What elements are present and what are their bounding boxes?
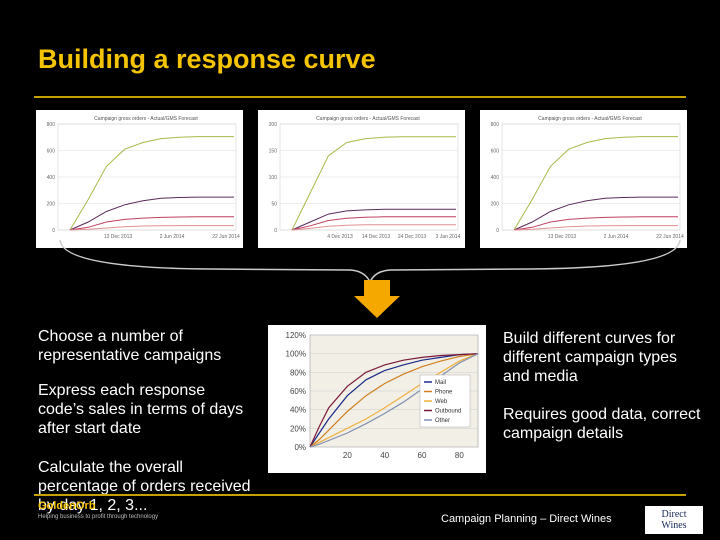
y-tick-label: 150 [269,149,278,155]
y-tick-label: 0 [496,228,499,234]
x-tick-label: 22 Jun 2014 [656,234,684,240]
campaign-chart-2: Campaign gross orders - Actual/GMS Forec… [258,110,465,248]
series-line [291,224,456,231]
y-tick-label: 800 [491,122,500,128]
y-tick-label: 200 [47,202,56,208]
y-tick-label: 60% [290,387,306,396]
campaign-chart-3: Campaign gross orders - Actual/GMS Forec… [480,110,687,248]
y-tick-label: 200 [491,202,500,208]
y-tick-label: 100% [286,350,306,359]
x-tick-label: 80 [455,451,464,460]
legend-label: Web [435,399,448,405]
bullet-choose-campaigns: Choose a number of representative campai… [38,328,222,364]
series-line [291,136,456,231]
x-tick-label: 20 [343,451,352,460]
y-tick-label: 400 [47,175,56,181]
x-tick-label: 4 Dec 2013 [327,234,353,240]
y-tick-label: 120% [286,331,306,340]
y-tick-label: 80% [290,368,306,377]
footer-text: Campaign Planning – Direct Wines [441,513,612,525]
bullet-build-curves: Build different curves for different cam… [503,330,678,385]
direct-wines-logo: Direct Wines [645,506,703,534]
series-line [309,353,479,448]
goldenorb-logo: GoldenOrb Helping business to profit thr… [38,500,158,520]
y-tick-label: 0 [274,228,277,234]
legend-label: Mail [435,380,446,386]
x-tick-label: 60 [418,451,427,460]
direct-wines-logo-line2: Wines [661,520,687,531]
x-tick-label: 13 Dec 2013 [548,234,577,240]
mini-chart-title: Campaign gross orders - Actual/GMS Forec… [316,116,420,122]
x-tick-label: 13 Dec 2013 [104,234,133,240]
y-tick-label: 600 [491,149,500,155]
series-line [69,136,234,231]
down-arrow-icon [354,280,400,318]
footer-divider [34,494,686,496]
x-tick-label: 24 Dec 2013 [398,234,427,240]
y-tick-label: 20% [290,424,306,433]
x-tick-label: 14 Dec 2013 [362,234,391,240]
y-tick-label: 50 [271,202,277,208]
y-tick-label: 40% [290,406,306,415]
plot-frame [501,123,681,231]
series-line [513,225,678,231]
campaign-chart-1: Campaign gross orders - Actual/GMS Forec… [36,110,243,248]
bullet-requires-data: Requires good data, correct campaign det… [503,406,701,442]
series-line [309,353,479,448]
series-line [69,196,234,231]
series-line [291,216,456,231]
x-tick-label: 2 Jun 2014 [160,234,185,240]
bullet-express-sales: Express each response code’s sales in te… [38,382,244,437]
grouping-bracket [59,240,681,282]
title-divider [34,96,686,98]
series-line [69,216,234,231]
legend-label: Phone [435,390,453,396]
goldenorb-logo-tagline: Helping business to profit through techn… [38,514,159,520]
series-line [309,353,479,448]
bullet-calculate-percentage: Calculate the overall percentage of orde… [38,459,251,514]
series-line [513,136,678,231]
y-tick-label: 200 [269,122,278,128]
x-tick-label: 3 Jan 2014 [436,234,461,240]
series-line [309,353,479,448]
y-tick-label: 100 [269,175,278,181]
series-line [513,216,678,231]
x-tick-label: 22 Jun 2014 [212,234,240,240]
response-curve-chart: 120% 100% 80% 60% 40% 20% 0% 20 40 60 80 Mail Phone W… [268,325,486,473]
y-tick-label: 800 [47,122,56,128]
mini-chart-title: Campaign gross orders - Actual/GMS Forec… [538,116,642,122]
series-line [291,208,456,231]
series-line [69,225,234,231]
goldenorb-logo-name: GoldenOrb [38,500,96,512]
y-tick-label: 400 [491,175,500,181]
y-tick-label: 600 [47,149,56,155]
plot-frame [57,123,237,231]
direct-wines-logo-line1: Direct [661,509,687,520]
legend-label: Outbound [435,409,461,415]
y-tick-label: 0 [52,228,55,234]
series-line [513,196,678,231]
y-tick-label: 0% [294,443,306,452]
series-line [309,353,479,448]
x-tick-label: 40 [380,451,389,460]
plot-frame [279,123,459,231]
legend-label: Other [435,418,450,424]
x-tick-label: 2 Jun 2014 [604,234,629,240]
slide-title: Building a response curve [38,44,376,74]
mini-chart-title: Campaign gross orders - Actual/GMS Forec… [94,116,198,122]
